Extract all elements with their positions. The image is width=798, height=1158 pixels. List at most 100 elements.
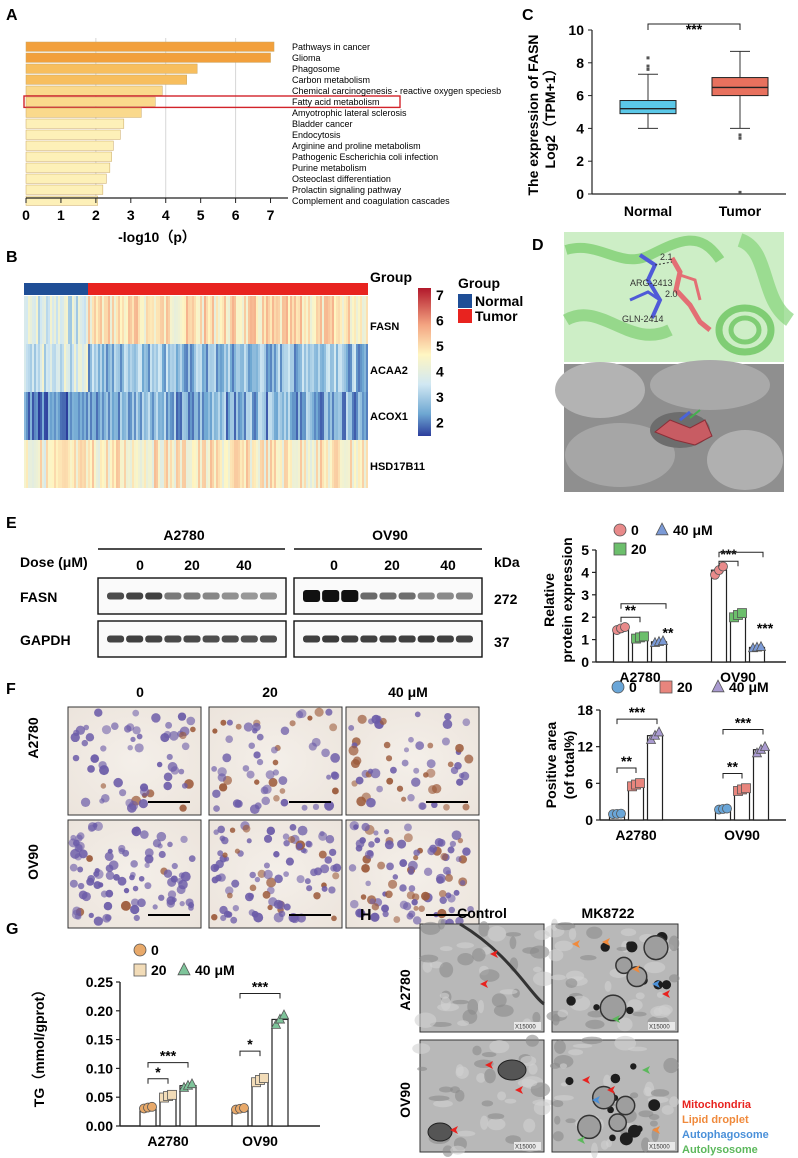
panel-b-heat-cell [302,344,304,392]
panel-b-heat-cell [186,296,188,344]
tem-lipid-droplet [619,1132,633,1146]
tem-texture [478,921,490,937]
panel-b-heat-cell [134,296,136,344]
panel-c-box [711,77,769,97]
tem-arrow [652,980,660,988]
tem-texture [505,1135,521,1144]
panel-b-heat-cell [314,296,316,344]
panel-b-heat-cell [174,344,176,392]
ihc-cell [423,867,433,876]
tem-texture [479,969,500,982]
blot-band [107,635,125,643]
panel-b-heat-cell [170,344,172,392]
ihc-cell [177,712,187,721]
ihc-cell [268,777,278,787]
blot-cellline-a2780: A2780 [163,527,204,543]
panel-e-point [639,631,649,642]
panel-b-heat-cell [68,344,70,392]
panel-b-heat-cell [222,344,224,392]
panel-b-heat-cell [270,440,272,488]
panel-e-bar [710,569,728,663]
ihc-cell [247,892,255,900]
ihc-cell [273,851,280,858]
panel-b-heat-cell [234,296,236,344]
panel-b-heat-cell [162,296,164,344]
panel-b-heat-cell [226,344,228,392]
panel-b-heat-cell [194,296,196,344]
tem-texture [580,955,597,961]
panel-b-heat-cell [262,440,264,488]
tem-texture [568,1049,584,1056]
tem-texture [559,1063,568,1069]
blot-band [341,590,359,602]
panel-b-heat-cell [198,344,200,392]
panel-b-heat-cell [90,344,92,392]
tem-arrow [662,990,670,998]
panel-b-heat-cell [348,440,350,488]
panel-b-heat-cell [334,392,336,440]
tem-texture [554,1115,561,1125]
panel-b-heat-cell [354,440,356,488]
tem-texture [489,1040,510,1054]
panel-e-point [620,622,630,632]
ihc-cell [371,903,380,911]
ihc-cell [144,882,152,890]
panel-b-heat-cell [316,344,318,392]
ihc-cell [326,774,332,780]
ihc-cell [87,765,95,773]
panel-b-heat-cell [148,296,150,344]
ihc-cell [254,876,261,883]
ihc-cell [113,873,120,881]
panel-b-heat-cell [308,296,310,344]
ihc-cell [266,877,277,888]
tem-arrow [632,965,640,973]
blot-band [303,590,321,602]
panel-b-heat-cell [244,344,246,392]
panel-b-heat-cell [304,440,306,488]
ihc-cell [413,905,419,911]
panel-b-heat-cell [360,344,362,392]
ihc-cell [428,785,437,795]
panel-b-scale-tick: 6 [436,313,444,329]
panel-b-heat-cell [58,440,60,488]
panel-b-heat-cell [196,296,198,344]
panel-b-heat-cell [242,440,244,488]
panel-b-heat-cell [64,392,66,440]
ihc-cell [369,898,376,905]
panel-b-heatmap [24,296,368,488]
panel-b-heat-cell [78,296,80,344]
panel-b-heat-cell [316,440,318,488]
panel-b-heat-cell [334,296,336,344]
panel-b-heat-cell [358,296,360,344]
panel-b-heat-cell [230,392,232,440]
ihc-cell [288,836,296,844]
ihc-cell [169,730,179,741]
panel-b-heat-cell [286,440,288,488]
panel-b-heat-cell [212,392,214,440]
ihc-cell [383,829,390,835]
tem-arrow [612,1015,620,1023]
western-blots: FASN GAPDH 272 37 [20,577,518,658]
ihc-cell [117,876,127,886]
tem-texture [533,1101,551,1116]
tem-texture [554,940,573,952]
tem-texture [497,1091,507,1101]
panel-a-bar [25,184,104,195]
panel-b-heat-cell [128,440,130,488]
tem-texture [487,925,507,942]
panel-a-x-tick-label: 2 [92,207,100,223]
panel-b-heat-cell [110,392,112,440]
panel-b-heat-cell [302,296,304,344]
panel-b-heat-cell [60,392,62,440]
panel-b-heat-cell [24,392,26,440]
panel-e-y-label-1: Relative [541,573,557,627]
ihc-cell [249,871,256,879]
panel-b-heat-cell [188,344,190,392]
tem-texture [632,1011,647,1017]
ihc-cell [462,718,471,727]
ihc-cell [72,839,80,847]
blot-band [398,635,416,643]
panel-b-heat-cell [120,344,122,392]
panel-b-heat-cell [326,440,328,488]
panel-b-heat-cell [202,296,204,344]
